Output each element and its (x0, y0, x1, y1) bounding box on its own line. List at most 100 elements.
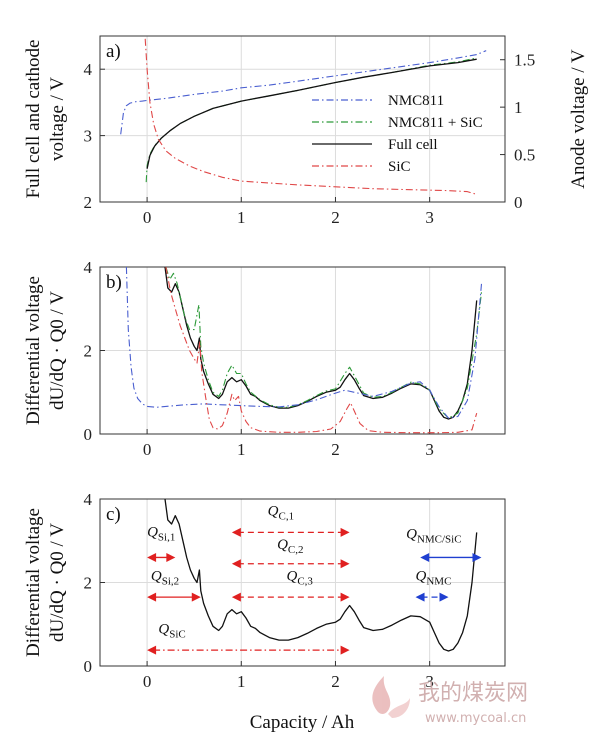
series-line-full-cell (164, 267, 478, 420)
x-tick-label: 3 (425, 208, 434, 227)
series-line-nmc811 (120, 50, 487, 135)
x-tick-label: 2 (331, 672, 340, 691)
annotation-subscript: C,1 (278, 511, 294, 523)
watermark: 我的煤炭网 www.mycoal.cn (372, 676, 528, 726)
series-line-full-cell (164, 499, 478, 652)
annotation-symbol: Q (286, 568, 297, 584)
y-axis-label-line1: Differential voltage (23, 508, 44, 657)
y-tick-label: 2 (84, 574, 93, 593)
annotation-arrowhead-right (340, 559, 350, 569)
annotation-arrowhead-left (415, 592, 425, 602)
y-axis-label: Differential voltage dU/dQ · Q0 / V (23, 508, 68, 657)
x-tick-label: 3 (425, 672, 434, 691)
annotation-symbol: Q (158, 621, 169, 637)
watermark-text: 我的煤炭网 (418, 681, 528, 706)
y-axis-label-line2: dU/dQ · Q0 / V (47, 291, 68, 410)
annotation-arrowhead-right (439, 592, 449, 602)
legend-entry: NMC811 (388, 93, 444, 109)
y-tick-label: 4 (84, 490, 93, 509)
panel-c: 0 1 2 3 0 2 4 c) Differential voltage dU/dQ · Q0 … (23, 490, 506, 691)
y2-axis-label: Anode voltage / V (568, 49, 589, 189)
annotation-arrowhead-right (166, 552, 176, 562)
y-axis-label-line2: dU/dQ · Q0 / V (47, 523, 68, 642)
annotation-arrowhead-right (191, 592, 201, 602)
y2-tick-label: 1 (514, 98, 523, 117)
series-line-nmc811-sic (165, 267, 483, 419)
annotation-subscript: NMC (426, 575, 451, 587)
watermark-flame-icon (372, 676, 391, 714)
annotation-arrowhead-left (231, 527, 241, 537)
annotation-label: QNMC/SiC (406, 527, 461, 546)
panel-b: 0 1 2 3 0 2 4 b) Differential voltage dU/dQ · Q0 … (23, 258, 506, 459)
y-axis-label: Full cell and cathode voltage / V (23, 40, 68, 199)
panel-a: 0 1 2 3 2 3 4 0 0.5 1 1.5 a) Full cell and cathode vo… (23, 35, 589, 227)
y-axis-label-line2: voltage / V (47, 77, 68, 161)
x-tick-label: 3 (425, 440, 434, 459)
x-tick-label: 1 (237, 440, 246, 459)
annotation-symbol: Q (277, 537, 288, 553)
annotation-subscript: C,2 (288, 544, 304, 556)
series-line-sic (165, 267, 478, 434)
annotation-symbol: Q (406, 527, 417, 543)
annotation-symbol: Q (268, 504, 279, 520)
annotation-symbol: Q (147, 525, 158, 541)
legend: NMC811 NMC811 + SiC Full cell SiC (312, 93, 483, 175)
series-group (125, 267, 483, 434)
y2-tick-label: 0 (514, 193, 523, 212)
legend-entry: Full cell (388, 137, 438, 153)
watermark-url: www.mycoal.cn (425, 711, 526, 726)
series-group (164, 499, 478, 652)
y-tick-label: 0 (84, 657, 93, 676)
panel-label: a) (106, 41, 121, 62)
panel-label: b) (106, 272, 122, 293)
x-tick-label: 0 (143, 440, 152, 459)
annotation-symbol: Q (151, 568, 162, 584)
y-tick-label: 0 (84, 425, 93, 444)
annotation-subscript: NMC/SiC (417, 534, 462, 546)
series-line-nmc811 (125, 267, 483, 419)
x-axis-label: Capacity / Ah (250, 712, 355, 733)
y2-tick-label: 1.5 (514, 51, 535, 70)
annotation-arrowhead-left (231, 559, 241, 569)
annotation-label: QSiC (158, 621, 185, 640)
annotation-arrowhead-left (147, 645, 157, 655)
annotation-arrowhead-right (340, 527, 350, 537)
y-tick-label: 3 (84, 127, 93, 146)
annotation-label: QC,3 (286, 568, 313, 587)
series-line-sic (144, 38, 477, 195)
annotation-arrowhead-left (231, 592, 241, 602)
annotation-arrowhead-right (340, 645, 350, 655)
annotation-arrowhead-right (472, 552, 482, 562)
annotation-subscript: C,3 (297, 575, 313, 587)
y2-tick-label: 0.5 (514, 146, 535, 165)
x-tick-label: 0 (143, 208, 152, 227)
x-tick-label: 2 (331, 440, 340, 459)
annotation-subscript: SiC (169, 628, 186, 640)
annotation-subscript: Si,2 (162, 575, 179, 587)
annotation-symbol: Q (416, 568, 427, 584)
annotation-label: QSi,2 (151, 568, 179, 587)
annotation-label: QC,2 (277, 537, 303, 556)
annotation-subscript: Si,1 (158, 532, 175, 544)
plot-frame (99, 35, 506, 203)
annotation-arrowhead-left (147, 552, 157, 562)
y-tick-label: 2 (84, 193, 93, 212)
x-tick-label: 1 (237, 672, 246, 691)
x-tick-label: 2 (331, 208, 340, 227)
y-tick-label: 4 (84, 258, 93, 277)
y-axis-label-line1: Full cell and cathode (23, 40, 44, 199)
legend-entry: SiC (388, 159, 411, 175)
series-group (120, 38, 487, 195)
annotation-arrowhead-left (147, 592, 157, 602)
x-tick-label: 1 (237, 208, 246, 227)
y-tick-label: 2 (84, 342, 93, 361)
y-axis-label: Differential voltage dU/dQ · Q0 / V (23, 276, 68, 425)
y-axis-label-line1: Differential voltage (23, 276, 44, 425)
y2-axis-label-text: Anode voltage / V (568, 49, 589, 189)
annotation-label: QNMC (416, 568, 452, 587)
annotation-label: QC,1 (268, 504, 294, 523)
watermark-flame-icon-2 (388, 698, 410, 718)
annotation-arrowhead-left (420, 552, 430, 562)
